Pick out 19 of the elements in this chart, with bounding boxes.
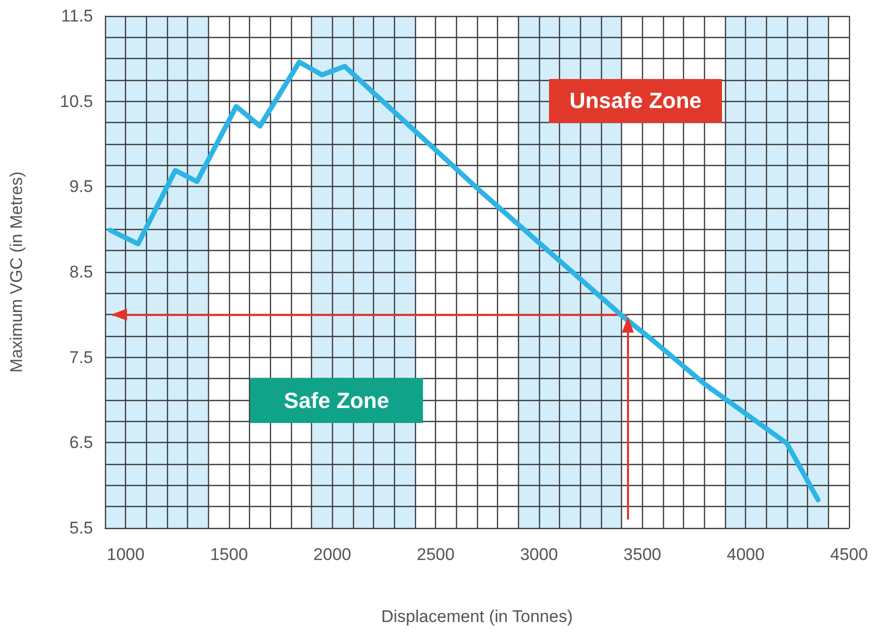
x-tick-label: 4000: [726, 545, 765, 564]
x-tick-label: 1500: [210, 545, 248, 564]
x-tick-label: 2500: [416, 545, 455, 564]
x-tick-label: 1000: [106, 545, 145, 564]
x-tick-label: 3500: [623, 545, 662, 564]
y-tick-label: 8.5: [69, 262, 93, 282]
y-tick-label: 6.5: [69, 433, 93, 452]
x-tick-label: 3000: [520, 545, 558, 564]
y-tick-label: 10.5: [60, 92, 93, 111]
y-tick-label: 5.5: [69, 518, 93, 538]
y-tick-label: 11.5: [61, 6, 93, 26]
x-tick-label: 2000: [313, 545, 352, 564]
y-tick-label: 7.5: [69, 348, 93, 367]
y-tick-label: 9.5: [69, 177, 93, 196]
x-tick-label: 4500: [830, 545, 868, 564]
y-axis-title: Maximum VGC (in Metres): [7, 171, 26, 373]
annotation: Safe Zone: [250, 378, 423, 423]
x-axis-title: Displacement (in Tonnes): [381, 607, 573, 626]
annotation: Unsafe Zone: [549, 79, 722, 123]
